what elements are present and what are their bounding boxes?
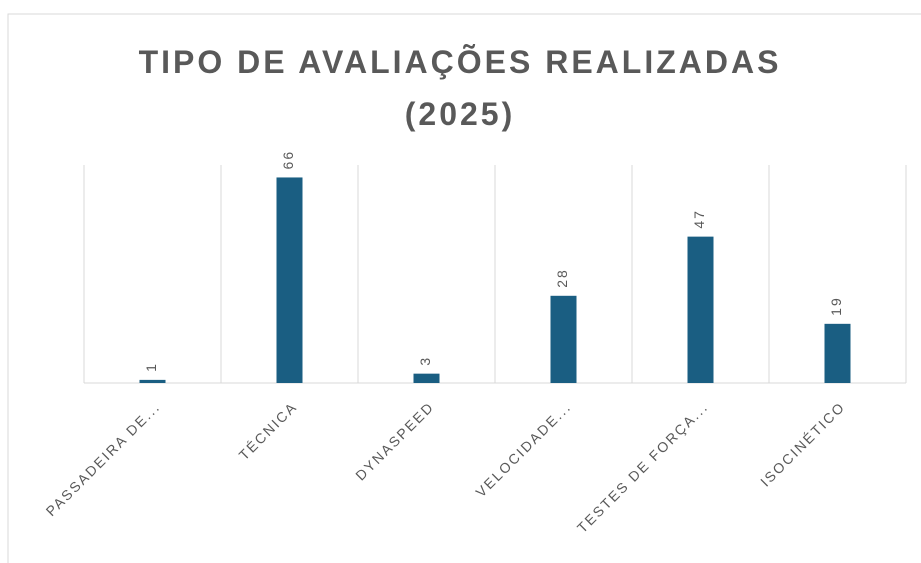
x-tick-label: TÉCNICA [236,398,301,463]
data-label: 1 [143,362,159,372]
bar [413,373,440,383]
data-label: 47 [691,209,707,229]
x-tick-label: DYNASPEED [352,398,437,483]
bar [550,295,577,383]
bar [139,379,166,383]
bar [687,236,714,383]
x-tick-label: ISOCINÉTICO [757,398,848,489]
data-label: 3 [417,356,433,366]
x-tick-label: PASSADEIRA DE... [43,398,164,519]
data-label: 28 [554,268,570,288]
data-label: 66 [280,150,296,170]
x-tick-label: TESTES DE FORÇA... [574,398,711,535]
bar [276,177,303,383]
bar [824,323,851,383]
chart-frame [7,13,921,563]
data-label: 19 [828,296,844,316]
chart-title: TIPO DE AVALIAÇÕES REALIZADAS (2025) [138,44,782,132]
x-tick-label: VELOCIDADE... [472,398,574,500]
